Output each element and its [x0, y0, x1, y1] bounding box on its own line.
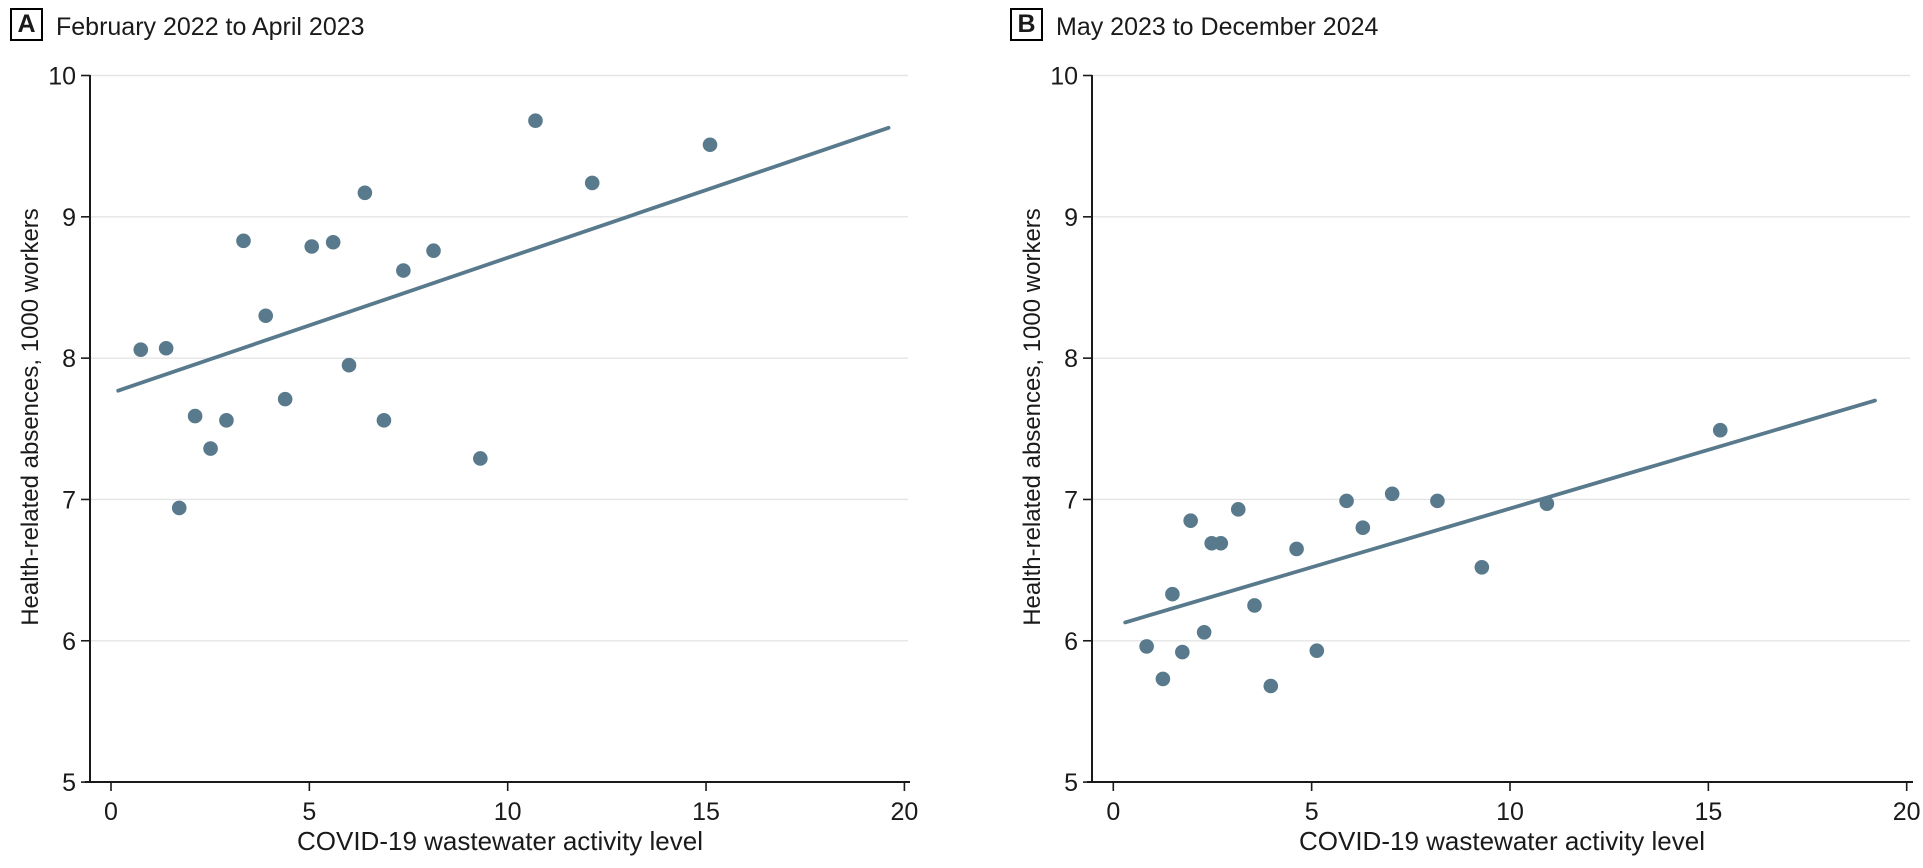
data-point [1289, 541, 1304, 557]
y-tick-label: 9 [62, 204, 76, 232]
y-tick-label: 5 [1064, 769, 1078, 797]
panel-b-label: B [1017, 10, 1036, 38]
panel-b-x-axis-title: COVID-19 wastewater activity level [1298, 826, 1706, 856]
x-tick-label: 20 [890, 798, 918, 826]
y-tick-label: 8 [62, 345, 76, 373]
y-tick-label: 6 [1064, 628, 1078, 656]
data-point [203, 441, 218, 456]
data-point [1339, 493, 1354, 509]
data-point [528, 113, 543, 129]
data-point [702, 137, 718, 153]
data-point [1474, 559, 1490, 575]
data-point [376, 413, 392, 428]
x-tick-label: 15 [692, 798, 720, 826]
y-tick-label: 10 [1050, 63, 1078, 91]
data-point [219, 413, 234, 428]
data-point [1247, 598, 1262, 613]
data-point [236, 233, 251, 249]
data-point [133, 342, 149, 357]
x-tick-label: 15 [1694, 798, 1722, 826]
data-point [258, 308, 274, 324]
x-tick-label: 0 [104, 798, 118, 826]
data-point [1230, 502, 1246, 517]
data-point [1430, 493, 1445, 509]
data-point [171, 500, 187, 516]
y-tick-label: 8 [1064, 345, 1078, 373]
trend-line [116, 125, 891, 393]
data-point [426, 243, 441, 259]
data-point [1155, 671, 1171, 687]
data-point [341, 357, 357, 373]
data-point [473, 451, 488, 466]
data-point [277, 391, 293, 407]
data-point [1712, 422, 1728, 438]
data-point [1213, 535, 1229, 551]
data-point [187, 408, 203, 424]
data-point [1384, 486, 1400, 502]
panel-a-title: February 2022 to April 2023 [56, 13, 365, 41]
panel-b-title: May 2023 to December 2024 [1056, 13, 1379, 41]
panel-b-label-box: B [1010, 8, 1043, 41]
panel-a-x-axis-title: COVID-19 wastewater activity level [296, 826, 704, 856]
data-point [325, 234, 341, 250]
y-tick-label: 7 [1064, 486, 1078, 514]
panel-a-label: A [17, 10, 36, 38]
x-tick-label: 20 [1893, 798, 1921, 826]
y-tick-label: 6 [62, 628, 76, 656]
y-tick-label: 9 [1064, 204, 1078, 232]
data-point [1263, 678, 1279, 694]
panel-a-label-box: A [10, 8, 43, 41]
data-point [357, 185, 373, 201]
x-tick-label: 5 [1305, 798, 1319, 826]
y-tick-label: 10 [48, 63, 76, 91]
data-point [1355, 520, 1371, 536]
data-point [396, 263, 411, 278]
data-point [158, 340, 174, 356]
data-point [1183, 513, 1198, 528]
data-point [1539, 496, 1555, 511]
trend-line [1123, 398, 1877, 625]
data-point [1175, 644, 1190, 660]
y-tick-label: 7 [62, 486, 76, 514]
x-tick-label: 10 [494, 798, 522, 826]
data-point [1165, 586, 1180, 602]
data-point [584, 175, 600, 191]
data-point [1309, 643, 1325, 658]
y-tick-label: 5 [62, 769, 76, 797]
data-point [1139, 639, 1154, 654]
x-tick-label: 5 [302, 798, 316, 826]
x-tick-label: 0 [1106, 798, 1120, 826]
data-point [304, 239, 320, 254]
data-point [1196, 625, 1212, 640]
x-tick-label: 10 [1496, 798, 1524, 826]
